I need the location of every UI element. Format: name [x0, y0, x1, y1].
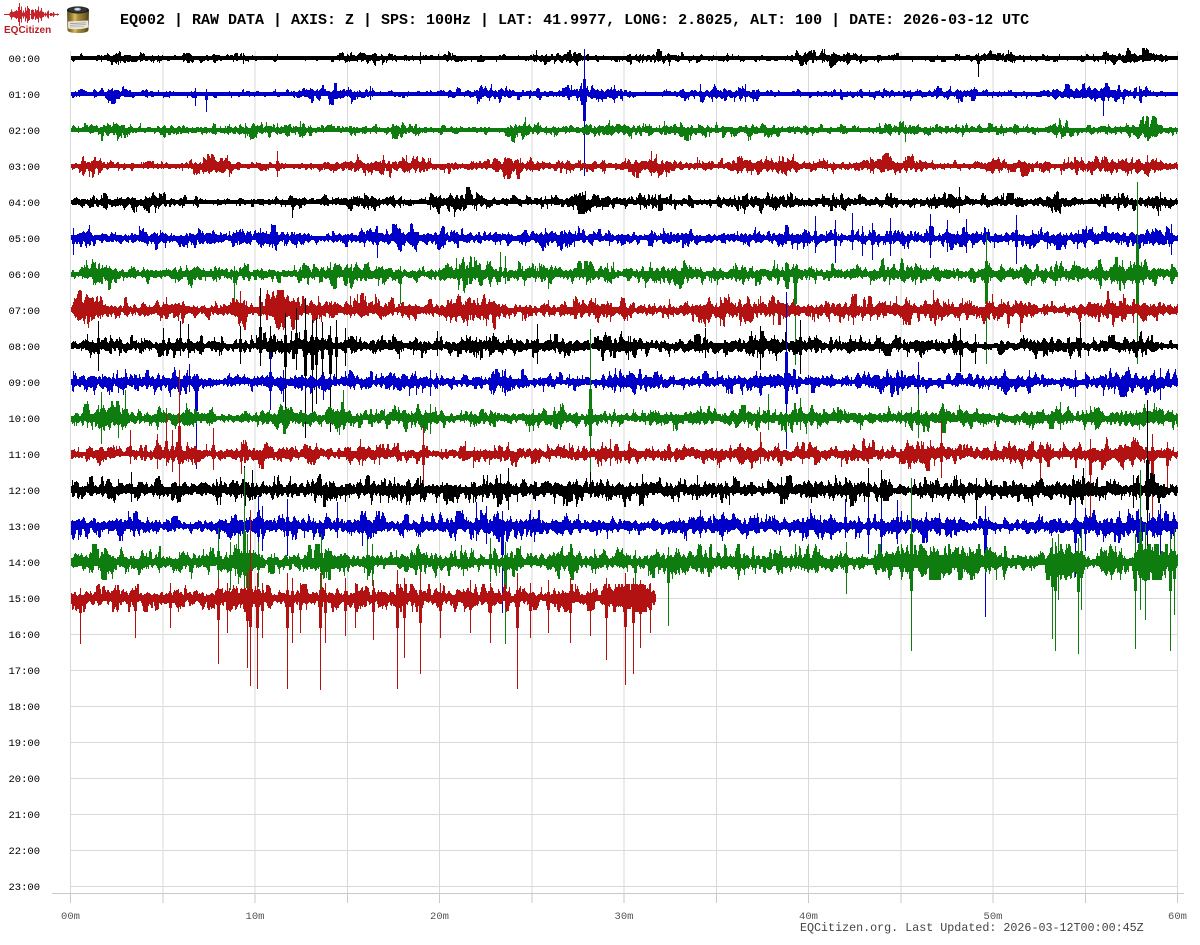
- svg-text:16:00: 16:00: [8, 630, 40, 642]
- svg-text:30m: 30m: [615, 911, 634, 923]
- svg-text:50m: 50m: [984, 911, 1003, 923]
- svg-text:20:00: 20:00: [8, 774, 40, 786]
- svg-text:08:00: 08:00: [8, 342, 40, 354]
- svg-text:20m: 20m: [430, 911, 449, 923]
- svg-text:00:00: 00:00: [8, 54, 40, 66]
- svg-text:EQCitizen.org. Last Updated: 2: EQCitizen.org. Last Updated: 2026-03-12T…: [800, 921, 1144, 935]
- svg-text:17:00: 17:00: [8, 666, 40, 678]
- svg-text:00m: 00m: [61, 911, 80, 923]
- svg-text:40m: 40m: [799, 911, 818, 923]
- svg-text:EQCitizen: EQCitizen: [4, 25, 51, 36]
- svg-text:23:00: 23:00: [8, 882, 40, 894]
- svg-text:05:00: 05:00: [8, 234, 40, 246]
- svg-text:19:00: 19:00: [8, 738, 40, 750]
- svg-text:10m: 10m: [246, 911, 265, 923]
- svg-text:13:00: 13:00: [8, 522, 40, 534]
- svg-text:04:00: 04:00: [8, 198, 40, 210]
- svg-text:02:00: 02:00: [8, 126, 40, 138]
- svg-text:01:00: 01:00: [8, 90, 40, 102]
- svg-text:03:00: 03:00: [8, 162, 40, 174]
- svg-text:10:00: 10:00: [8, 414, 40, 426]
- svg-text:12:00: 12:00: [8, 486, 40, 498]
- svg-text:EQ002 | RAW DATA | AXIS: Z | S: EQ002 | RAW DATA | AXIS: Z | SPS: 100Hz …: [120, 12, 1029, 29]
- svg-text:09:00: 09:00: [8, 378, 40, 390]
- svg-text:06:00: 06:00: [8, 270, 40, 282]
- svg-text:18:00: 18:00: [8, 702, 40, 714]
- svg-text:22:00: 22:00: [8, 846, 40, 858]
- svg-text:07:00: 07:00: [8, 306, 40, 318]
- svg-text:11:00: 11:00: [8, 450, 40, 462]
- svg-text:60m: 60m: [1168, 911, 1187, 923]
- svg-text:21:00: 21:00: [8, 810, 40, 822]
- svg-text:14:00: 14:00: [8, 558, 40, 570]
- svg-text:15:00: 15:00: [8, 594, 40, 606]
